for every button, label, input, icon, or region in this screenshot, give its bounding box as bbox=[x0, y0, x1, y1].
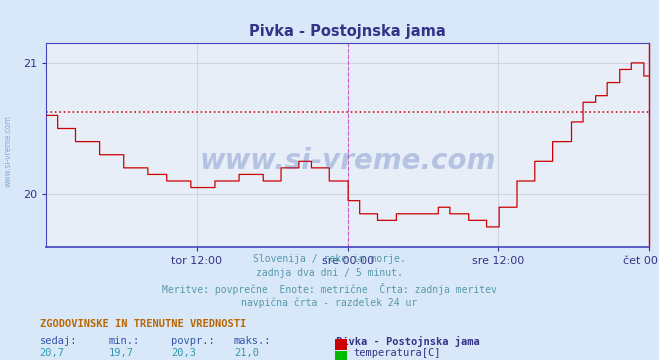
Text: povpr.:: povpr.: bbox=[171, 336, 215, 346]
Text: zadnja dva dni / 5 minut.: zadnja dva dni / 5 minut. bbox=[256, 268, 403, 278]
Text: ZGODOVINSKE IN TRENUTNE VREDNOSTI: ZGODOVINSKE IN TRENUTNE VREDNOSTI bbox=[40, 319, 246, 329]
Text: maks.:: maks.: bbox=[234, 336, 272, 346]
Text: Pivka - Postojnska jama: Pivka - Postojnska jama bbox=[336, 336, 480, 347]
Text: sedaj:: sedaj: bbox=[40, 336, 77, 346]
Text: Slovenija / reke in morje.: Slovenija / reke in morje. bbox=[253, 254, 406, 264]
Text: navpična črta - razdelek 24 ur: navpična črta - razdelek 24 ur bbox=[241, 297, 418, 307]
Text: 20,7: 20,7 bbox=[40, 348, 65, 358]
Text: 20,3: 20,3 bbox=[171, 348, 196, 358]
Text: Meritve: povprečne  Enote: metrične  Črta: zadnja meritev: Meritve: povprečne Enote: metrične Črta:… bbox=[162, 283, 497, 294]
Text: www.si-vreme.com: www.si-vreme.com bbox=[200, 147, 496, 175]
Title: Pivka - Postojnska jama: Pivka - Postojnska jama bbox=[249, 24, 446, 39]
Text: min.:: min.: bbox=[109, 336, 140, 346]
Text: 19,7: 19,7 bbox=[109, 348, 134, 358]
Text: www.si-vreme.com: www.si-vreme.com bbox=[3, 115, 13, 187]
Text: 21,0: 21,0 bbox=[234, 348, 259, 358]
Text: temperatura[C]: temperatura[C] bbox=[353, 348, 441, 358]
